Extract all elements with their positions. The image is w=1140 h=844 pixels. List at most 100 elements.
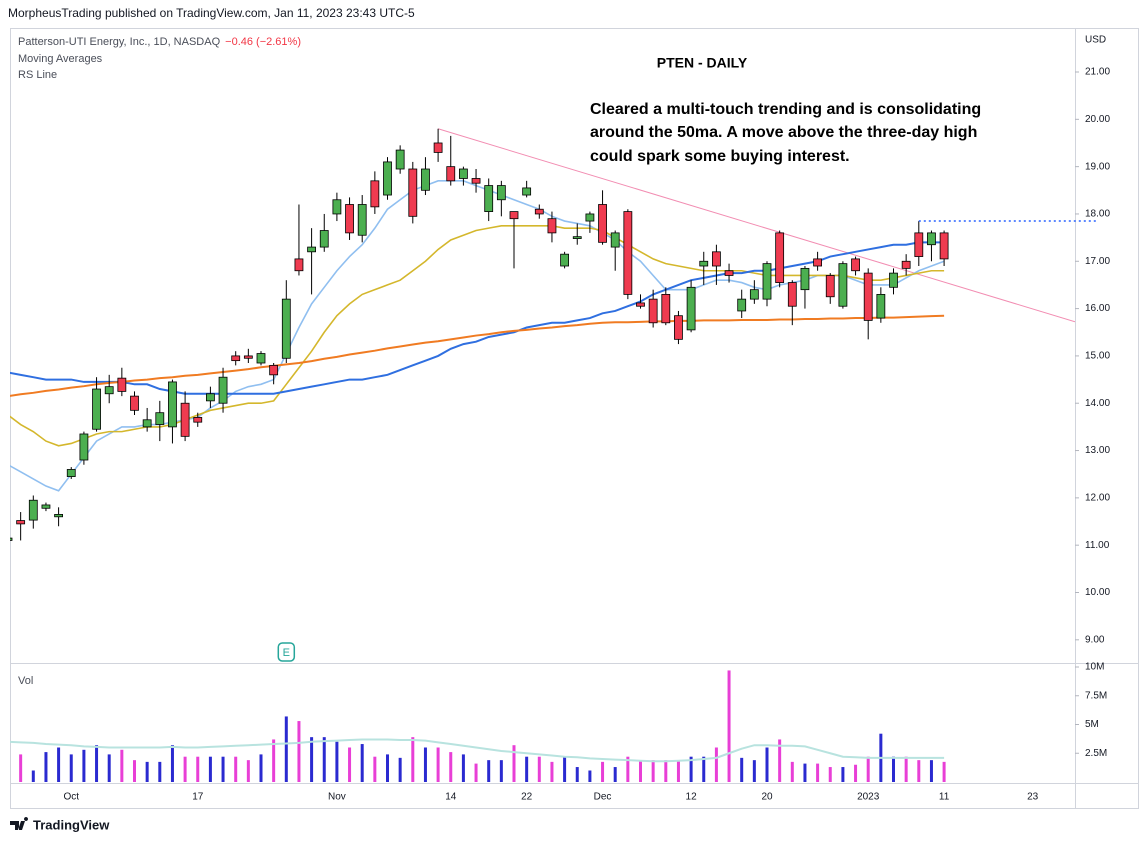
tradingview-logo bbox=[10, 817, 29, 830]
y-tick-label: 17.00 bbox=[1085, 256, 1110, 267]
candle-body bbox=[749, 289, 759, 300]
volume-bar bbox=[297, 721, 301, 782]
x-tick-label: Dec bbox=[594, 792, 612, 803]
volume-bar bbox=[107, 754, 111, 782]
candle-body bbox=[155, 412, 165, 425]
candle-body bbox=[319, 230, 329, 248]
candle-body bbox=[699, 260, 709, 267]
earnings-badge bbox=[277, 642, 296, 662]
candle-body bbox=[10, 537, 13, 541]
volume-bar bbox=[765, 747, 769, 782]
volume-bar bbox=[133, 760, 136, 782]
candle-body bbox=[395, 149, 405, 170]
x-tick-label: 20 bbox=[761, 792, 773, 803]
volume-bar bbox=[31, 770, 35, 782]
annotation-line: around the 50ma. A move above the three-… bbox=[590, 124, 977, 141]
candle-body bbox=[370, 180, 380, 208]
candle-body bbox=[294, 258, 304, 272]
candle-body bbox=[585, 213, 595, 222]
y-tick-label: 20.00 bbox=[1085, 114, 1110, 125]
candle-body bbox=[142, 419, 152, 428]
candle-body bbox=[180, 402, 190, 437]
moving-average bbox=[10, 314, 945, 397]
candle-body bbox=[41, 504, 51, 509]
candle-body bbox=[775, 232, 785, 283]
axes: 9.00 10.00 11.00 12.00 13.00 14.00 15.00 16.00 1… bbox=[63, 67, 1110, 803]
volume-bar bbox=[904, 756, 908, 782]
volume-bar bbox=[942, 761, 946, 782]
volume-bar bbox=[120, 749, 124, 782]
y-tick-label: 13.00 bbox=[1085, 445, 1110, 456]
volume-bar bbox=[348, 747, 352, 782]
volume-bar bbox=[828, 767, 832, 782]
volume-bar bbox=[69, 754, 73, 782]
candle-body bbox=[648, 298, 658, 324]
chart-title: PTEN - DAILY bbox=[657, 55, 748, 71]
volume-bar bbox=[917, 760, 921, 782]
candle-body bbox=[54, 514, 63, 518]
candle-body bbox=[737, 298, 747, 312]
annotation-line: Cleared a multi-touch trending and is co… bbox=[590, 101, 981, 118]
volume-bar bbox=[525, 756, 529, 782]
volume-bar bbox=[208, 756, 212, 782]
volume-tick-label: 2.5M bbox=[1085, 748, 1107, 759]
legend-symbol: Patterson-UTI Energy, Inc., 1D, NASDAQ −0… bbox=[18, 36, 301, 48]
publish-header: MorpheusTrading published on TradingView… bbox=[8, 6, 415, 20]
volume-bar bbox=[310, 737, 314, 782]
candle-body bbox=[787, 282, 797, 307]
volume-bar bbox=[588, 770, 592, 782]
volume-bar bbox=[575, 767, 579, 782]
volume-pane bbox=[10, 670, 946, 782]
candle-body bbox=[79, 433, 89, 461]
volume-bar bbox=[676, 760, 680, 782]
candle-body bbox=[345, 204, 354, 234]
x-tick-label: 12 bbox=[686, 792, 698, 803]
candle-body bbox=[446, 166, 456, 182]
volume-bar bbox=[272, 739, 276, 782]
candle-body bbox=[572, 236, 582, 239]
volume-bar bbox=[550, 761, 554, 782]
moving-average bbox=[10, 241, 945, 395]
candle-body bbox=[889, 272, 898, 288]
volume-bar bbox=[702, 756, 706, 782]
volume-bar bbox=[929, 760, 933, 782]
candle-body bbox=[408, 168, 418, 217]
volume-bar bbox=[449, 752, 453, 782]
candle-body bbox=[231, 355, 241, 362]
volume-tick-label: 5M bbox=[1085, 719, 1099, 730]
volume-bar bbox=[335, 741, 339, 782]
candle-body bbox=[421, 168, 430, 191]
volume-bar bbox=[664, 760, 668, 782]
candle-body bbox=[66, 469, 76, 477]
candle-body bbox=[307, 246, 317, 253]
volume-bar bbox=[322, 737, 326, 782]
volume-bar bbox=[183, 756, 187, 782]
candle-body bbox=[471, 178, 481, 184]
candle-body bbox=[383, 161, 392, 196]
volume-bar bbox=[44, 752, 48, 782]
price-change: −0.46 (−2.61%) bbox=[225, 36, 301, 48]
candle-body bbox=[458, 168, 468, 179]
volume-tick-label: 7.5M bbox=[1085, 690, 1107, 701]
candle-body bbox=[610, 232, 620, 248]
volume-bar bbox=[474, 763, 478, 782]
y-tick-label: 12.00 bbox=[1085, 493, 1110, 504]
candle-body bbox=[636, 302, 645, 307]
x-tick-label: 14 bbox=[445, 792, 457, 803]
volume-bar bbox=[639, 760, 642, 782]
y-tick-label: 11.00 bbox=[1085, 540, 1110, 551]
candle-body bbox=[218, 376, 228, 404]
candle-body bbox=[496, 185, 506, 201]
footer-brand: TradingView bbox=[33, 817, 110, 832]
volume-bar bbox=[411, 737, 415, 782]
x-tick-label: Oct bbox=[63, 792, 79, 803]
volume-bar bbox=[234, 756, 238, 782]
candle-body bbox=[686, 286, 696, 331]
currency: USD bbox=[1085, 35, 1106, 46]
chart-frame bbox=[10, 28, 1139, 809]
y-tick-label: 15.00 bbox=[1085, 351, 1110, 362]
volume-bar bbox=[790, 761, 794, 782]
candle-body bbox=[130, 395, 139, 411]
